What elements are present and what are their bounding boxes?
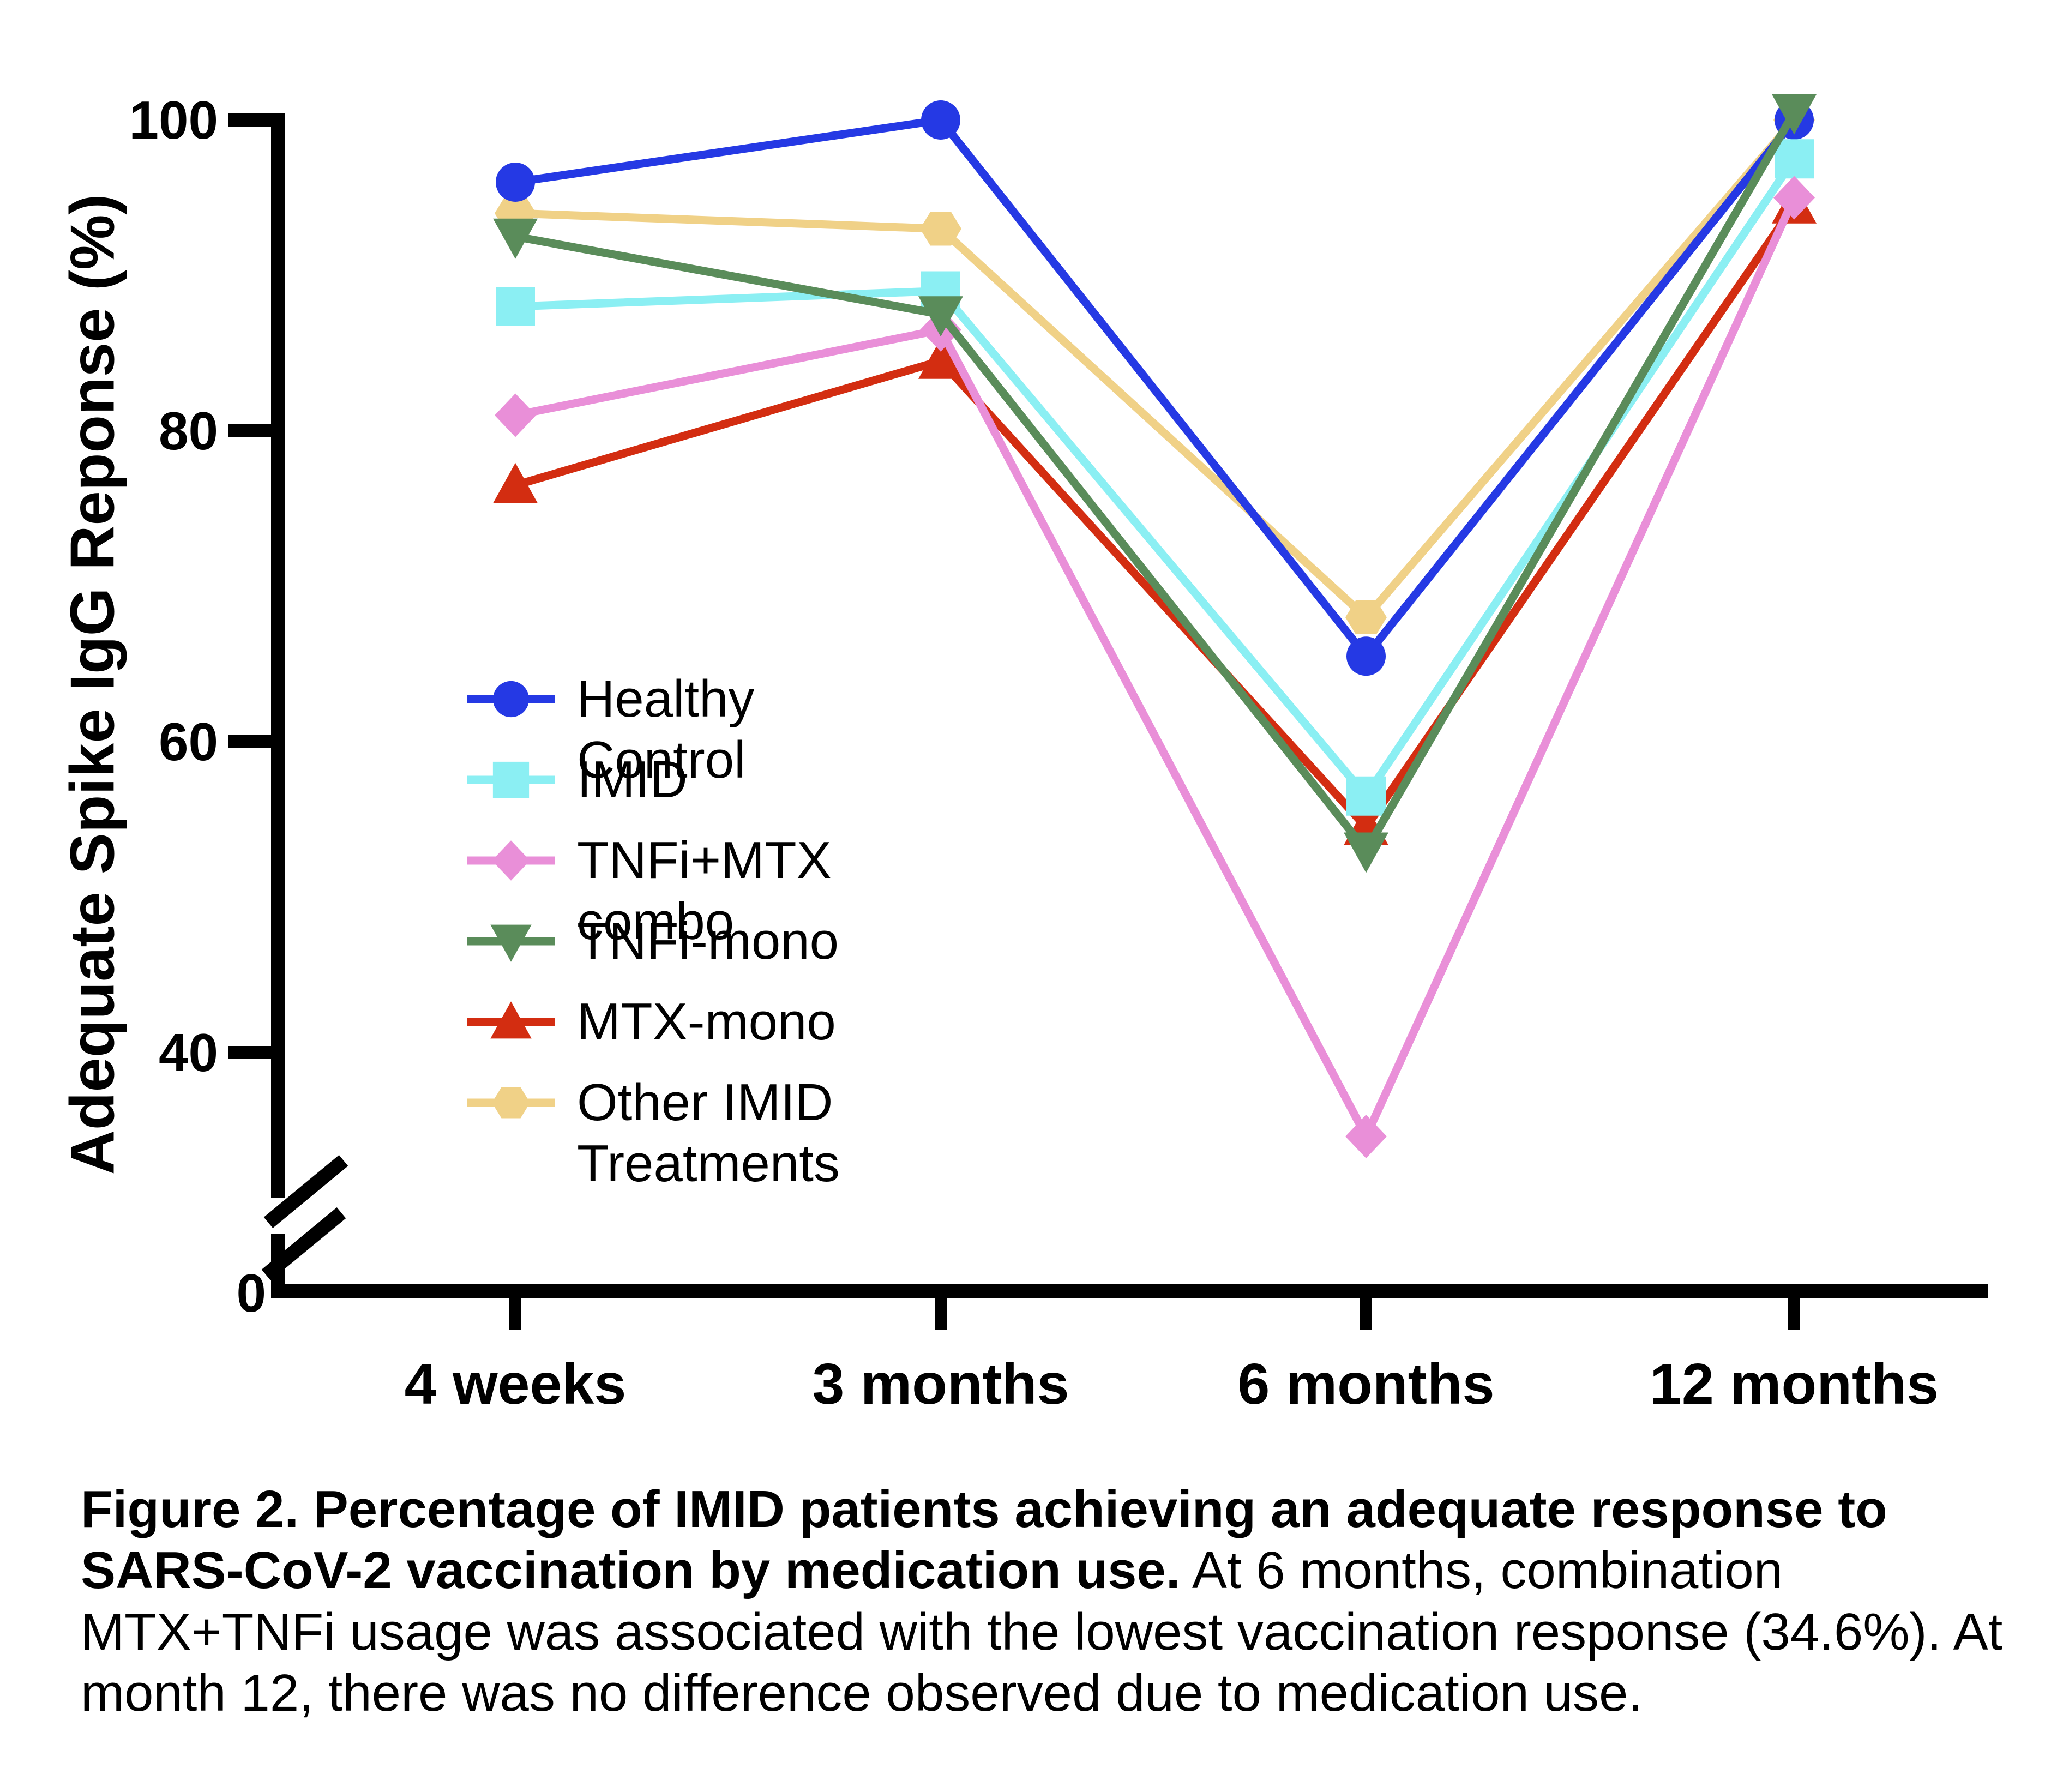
marker-healthy-control-1 (921, 100, 960, 140)
y-tick-label-0: 0 (236, 1263, 266, 1323)
hexagon-icon (492, 1087, 530, 1119)
legend-label-other-imid-treatments: Other IMID Treatments (577, 1073, 840, 1193)
series-line-tnfi-mtx-combo (514, 196, 1798, 1146)
marker-tnfi-mono-2 (1344, 832, 1388, 873)
marker-tnfi-mono-3 (1772, 94, 1817, 135)
legend-item-tnfi-mtx-combo (465, 831, 557, 893)
tnfi-mtx-combo-legend-marker-icon (467, 840, 555, 881)
y-tick-label-80: 80 (158, 401, 218, 461)
tnfi-mono-legend-marker-icon (467, 924, 555, 962)
marker-tnfi-mtx-combo-3 (1773, 176, 1815, 220)
legend-item-other-imid-treatments (465, 1073, 557, 1135)
figure-caption: Figure 2. Percentage of IMID patients ac… (81, 1479, 2011, 1724)
square-icon (492, 761, 530, 798)
marker-tnfi-mtx-combo-0 (495, 393, 536, 437)
legend-label-healthy-control: Healthy Control (577, 670, 755, 789)
series-line-mtx-mono (514, 203, 1798, 834)
axis-break-slash-icon (261, 1207, 346, 1281)
diamond-icon (492, 840, 530, 881)
marker-other-imid-treatments-1 (920, 212, 961, 246)
series-line-other-imid-treatments (515, 117, 1797, 623)
marker-tnfi-mtx-combo-2 (1345, 1114, 1387, 1158)
other-imid-treatments-legend-marker-icon (467, 1087, 555, 1119)
y-tick-label-40: 40 (158, 1023, 218, 1083)
marker-other-imid-treatments-2 (1345, 600, 1387, 634)
line-chart-canvas (228, 94, 1988, 1330)
triangle-up-icon (490, 1001, 532, 1039)
marker-healthy-control-2 (1346, 636, 1386, 676)
circle-icon (492, 681, 530, 718)
marker-mtx-mono-1 (918, 338, 963, 379)
marker-tnfi-mono-0 (493, 218, 538, 259)
y-tick-label-100: 100 (129, 90, 218, 150)
y-tick-label-60: 60 (158, 712, 218, 772)
healthy-control-legend-marker-icon (467, 681, 555, 718)
marker-healthy-control-0 (496, 163, 535, 202)
legend-item-mtx-mono (465, 992, 557, 1055)
legend-label-imid: IMID (577, 750, 688, 809)
marker-imid-0 (496, 287, 535, 326)
legend-label-mtx-mono: MTX-mono (577, 993, 836, 1051)
x-tick-label-12-months: 12 months (1649, 1352, 1939, 1416)
marker-mtx-mono-0 (493, 462, 538, 503)
x-tick-label-3-months: 3 months (812, 1352, 1069, 1416)
marker-tnfi-mono-1 (918, 296, 963, 337)
triangle-down-icon (490, 924, 532, 962)
x-tick-label-6-months: 6 months (1237, 1352, 1495, 1416)
caption-bold-text: Figure 2. Percentage of IMID patients ac… (81, 1480, 1887, 1600)
legend-item-imid (465, 750, 557, 813)
series-line-healthy-control (514, 115, 1797, 663)
axis-break-slash-icon (263, 1154, 348, 1229)
caption-regular-text: At 6 months, combination MTX+TNFi usage … (81, 1541, 2003, 1722)
legend-label-tnfi-mono: TNFi-mono (577, 912, 839, 970)
series-line-tnfi-mono (514, 110, 1798, 858)
marker-imid-2 (1346, 776, 1386, 816)
marker-imid-3 (1775, 139, 1814, 179)
imid-legend-marker-icon (467, 761, 555, 798)
mtx-mono-legend-marker-icon (467, 1001, 555, 1039)
legend-item-healthy-control (465, 669, 557, 732)
x-tick-label-4-weeks: 4 weeks (404, 1352, 627, 1416)
legend-label-tnfi-mtx-combo: TNFi+MTX combo (577, 831, 832, 951)
legend-item-tnfi-mono (465, 911, 557, 974)
